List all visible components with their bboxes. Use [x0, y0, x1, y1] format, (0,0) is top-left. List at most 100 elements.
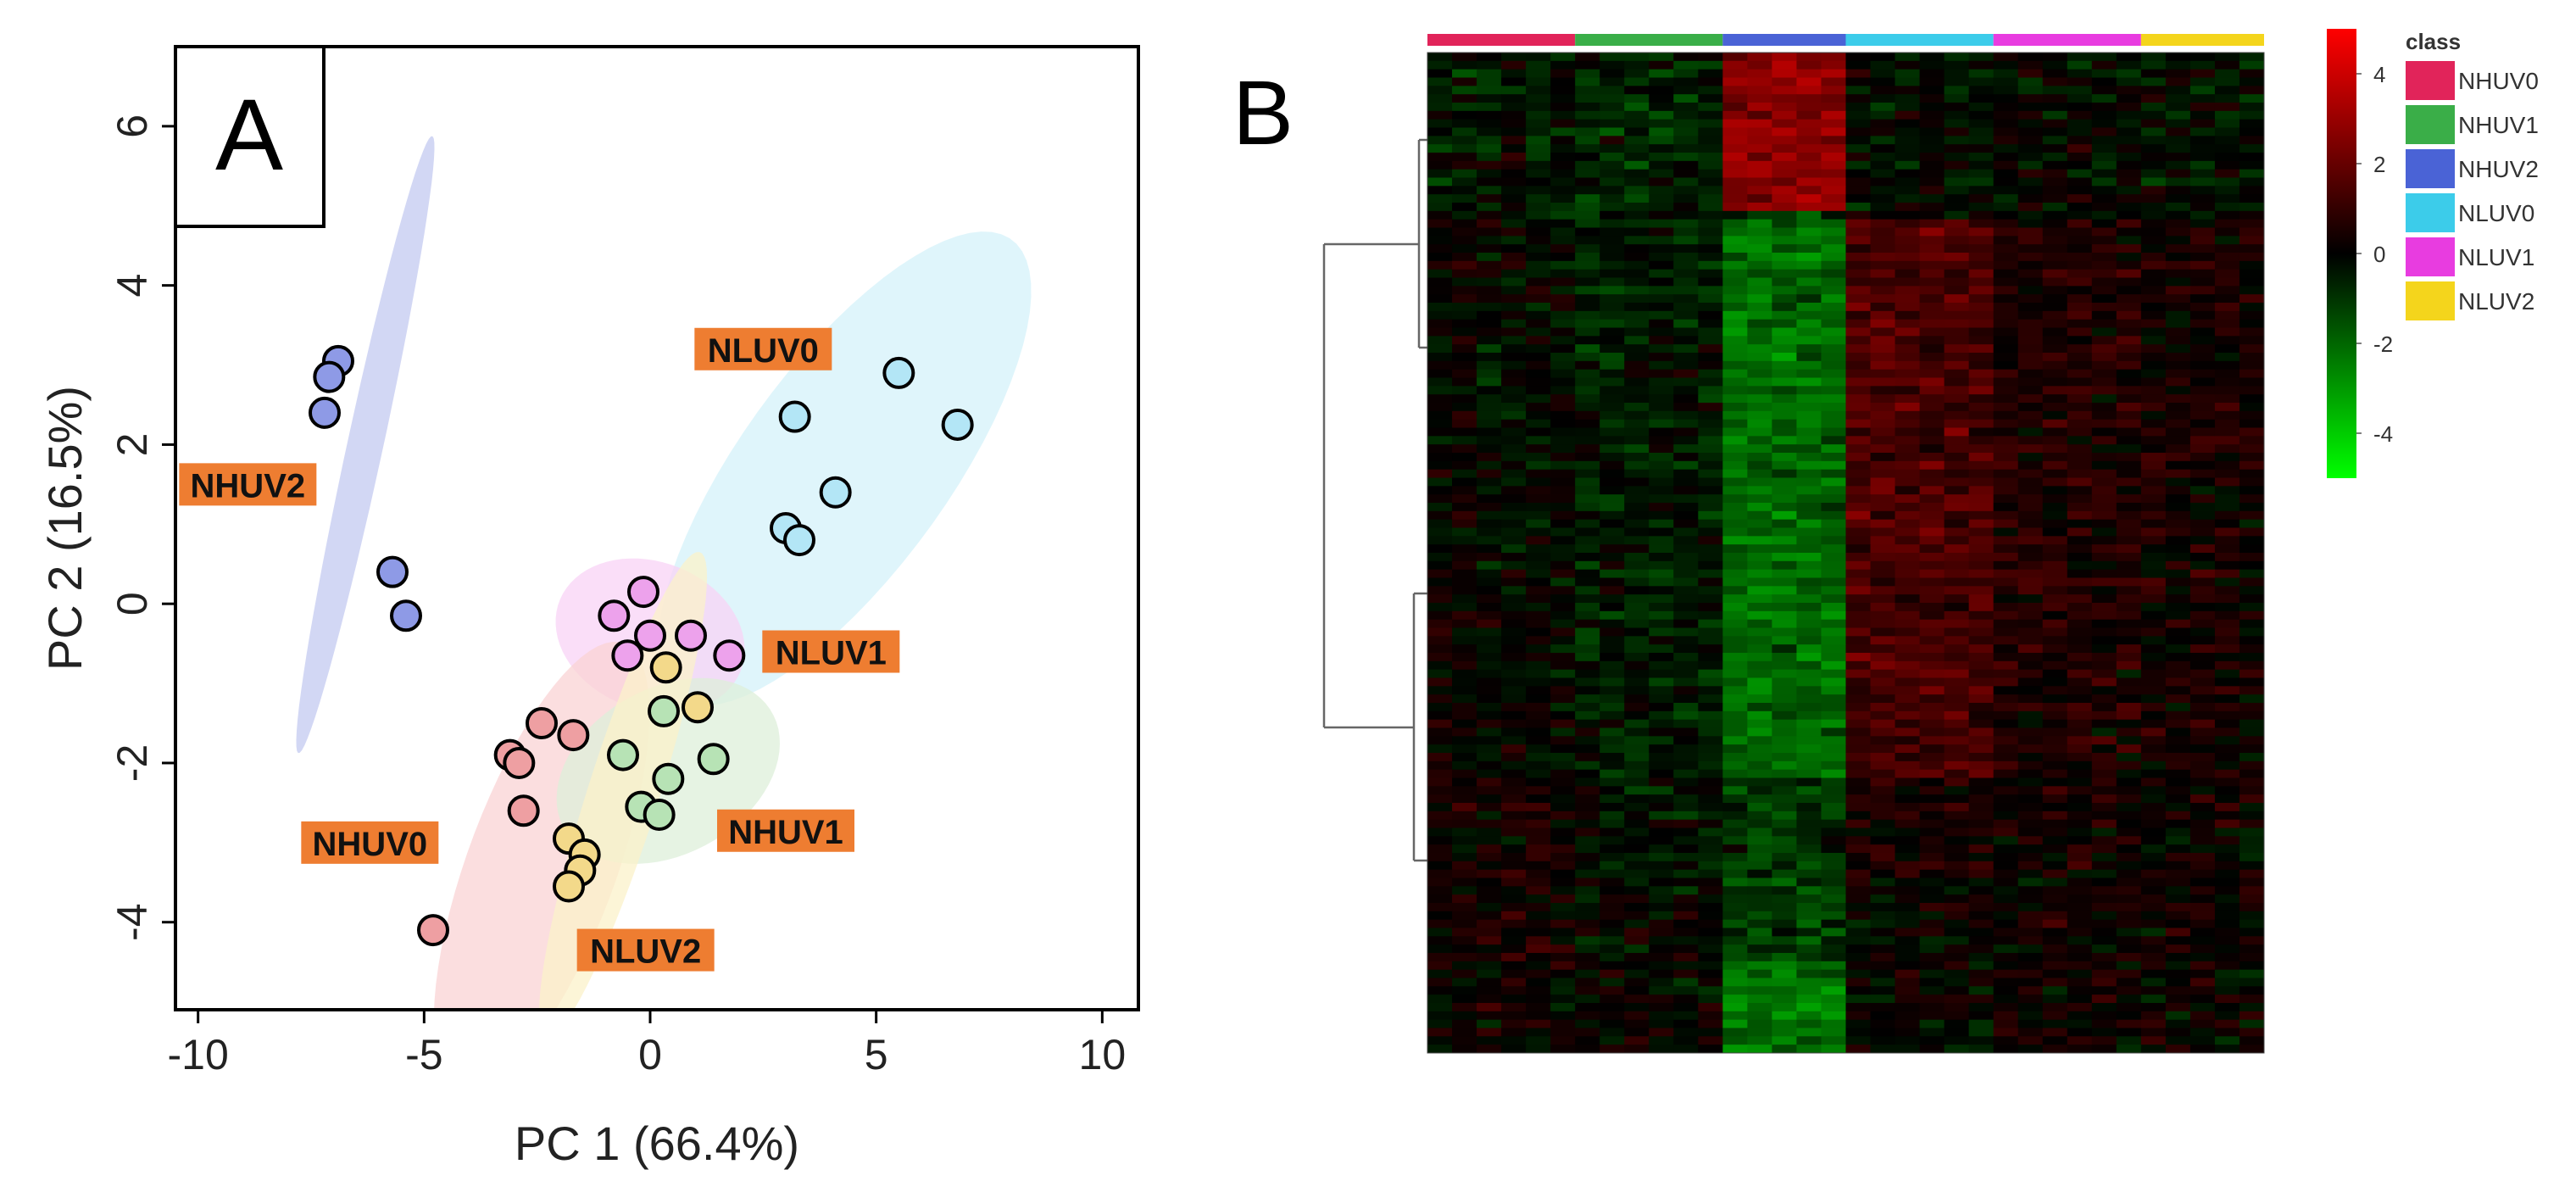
heatmap-cell — [1673, 819, 1699, 829]
heatmap-cell — [1796, 327, 1822, 337]
heatmap-cell — [1526, 219, 1551, 229]
heatmap-cell — [1477, 127, 1502, 136]
heatmap-cell — [1452, 719, 1477, 729]
heatmap-cell — [2140, 710, 2167, 721]
heatmap-cell — [1747, 369, 1773, 379]
heatmap-cell — [2017, 494, 2044, 504]
heatmap-cell — [1600, 586, 1625, 595]
heatmap-cell — [1968, 1028, 1995, 1037]
heatmap-cell — [1452, 677, 1477, 687]
heatmap-cell — [1427, 353, 1453, 362]
heatmap-cell — [2091, 353, 2117, 362]
heatmap-cell — [1477, 86, 1502, 95]
heatmap-cell — [1968, 144, 1995, 153]
heatmap-cell — [1673, 619, 1699, 629]
heatmap-cell — [1575, 936, 1600, 945]
heatmap-cell — [2116, 1028, 2142, 1037]
heatmap-cell — [1870, 510, 1896, 521]
heatmap-cell — [1624, 836, 1650, 845]
heatmap-cell — [2214, 136, 2240, 145]
heatmap-cell — [1624, 253, 1650, 262]
heatmap-cell — [2067, 310, 2093, 320]
heatmap-cell — [1968, 69, 1995, 79]
heatmap-cell — [1477, 460, 1502, 471]
heatmap-cell — [1821, 377, 1847, 387]
heatmap-cell — [1796, 236, 1822, 245]
heatmap-cell — [1747, 694, 1773, 704]
heatmap-cell — [1452, 786, 1477, 795]
heatmap-cell — [2116, 703, 2142, 712]
group-label-nluv1: NLUV1 — [776, 635, 887, 672]
heatmap-cell — [1649, 594, 1674, 604]
heatmap-cell — [1526, 177, 1551, 187]
heatmap-cell — [1919, 627, 1945, 637]
heatmap-cell — [2140, 453, 2167, 462]
heatmap-cell — [2214, 77, 2240, 86]
heatmap-cell — [2214, 244, 2240, 253]
heatmap-cell — [2067, 744, 2093, 754]
heatmap-cell — [2214, 886, 2240, 895]
heatmap-cell — [2140, 853, 2167, 862]
heatmap-cell — [1968, 686, 1995, 695]
heatmap-cell — [1944, 944, 1970, 954]
heatmap-cell — [1968, 519, 1995, 529]
heatmap-cell — [1772, 636, 1798, 645]
heatmap-cell — [2189, 827, 2216, 837]
heatmap-cell — [2165, 936, 2191, 945]
heatmap-cell — [1772, 961, 1798, 971]
heatmap-cell — [1870, 803, 1896, 812]
heatmap-cell — [1624, 427, 1650, 437]
heatmap-cell — [1821, 77, 1847, 86]
heatmap-cell — [1575, 944, 1600, 954]
heatmap-cell — [1649, 753, 1674, 762]
heatmap-cell — [1845, 519, 1872, 529]
heatmap-cell — [1821, 961, 1847, 971]
heatmap-cell — [1624, 236, 1650, 245]
heatmap-cell — [1550, 794, 1576, 804]
heatmap-cell — [2239, 94, 2264, 103]
heatmap-cell — [2091, 160, 2117, 170]
heatmap-cell — [1894, 203, 1921, 212]
heatmap-cell — [2116, 160, 2142, 170]
heatmap-cell — [1477, 294, 1502, 304]
heatmap-cell — [2017, 386, 2044, 395]
heatmap-cell — [2189, 886, 2216, 895]
heatmap-cell — [1894, 953, 1921, 962]
color-scale-tick-label: -4 — [2373, 421, 2393, 447]
heatmap-cell — [1772, 186, 1798, 195]
heatmap-cell — [2067, 194, 2093, 203]
heatmap-cell — [1993, 86, 2019, 95]
heatmap-cell — [2091, 844, 2117, 854]
heatmap-cell — [2189, 1011, 2216, 1021]
heatmap-cell — [1526, 310, 1551, 320]
heatmap-cell — [1796, 277, 1822, 287]
heatmap-cell — [1722, 103, 1748, 112]
heatmap-cell — [1894, 936, 1921, 945]
heatmap-cell — [1993, 503, 2019, 512]
heatmap-cell — [1624, 494, 1650, 504]
heatmap-cell — [1944, 811, 1970, 821]
heatmap-cell — [2091, 961, 2117, 971]
heatmap-cell — [1624, 69, 1650, 79]
heatmap-cell — [2017, 1003, 2044, 1012]
heatmap-cell — [1501, 227, 1527, 237]
heatmap-cell — [1452, 310, 1477, 320]
heatmap-cell — [1575, 286, 1600, 295]
heatmap-cell — [1944, 394, 1970, 404]
heatmap-cell — [1673, 460, 1699, 471]
heatmap-cell — [1870, 877, 1896, 887]
heatmap-cell — [2017, 253, 2044, 262]
heatmap-cell — [1747, 60, 1773, 70]
heatmap-cell — [1600, 269, 1625, 279]
heatmap-cell — [1944, 386, 1970, 395]
heatmap-cell — [1526, 136, 1551, 145]
heatmap-cell — [1477, 786, 1502, 795]
heatmap-cell — [1501, 94, 1527, 103]
heatmap-cell — [2165, 669, 2191, 679]
heatmap-cell — [1919, 110, 1945, 120]
heatmap-cell — [1993, 986, 2019, 995]
heatmap-cell — [1722, 94, 1748, 103]
heatmap-cell — [1477, 1036, 1502, 1045]
heatmap-cell — [2140, 94, 2167, 103]
heatmap-cell — [1624, 953, 1650, 962]
